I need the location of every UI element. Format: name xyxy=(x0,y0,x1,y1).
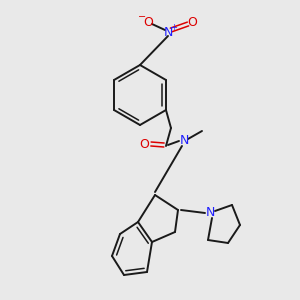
Text: O: O xyxy=(187,16,197,28)
Text: −: − xyxy=(138,12,146,22)
Text: O: O xyxy=(143,16,153,28)
Text: N: N xyxy=(205,206,215,220)
Text: N: N xyxy=(163,26,173,38)
Text: O: O xyxy=(139,137,149,151)
Text: N: N xyxy=(179,134,189,148)
Text: +: + xyxy=(171,22,177,32)
